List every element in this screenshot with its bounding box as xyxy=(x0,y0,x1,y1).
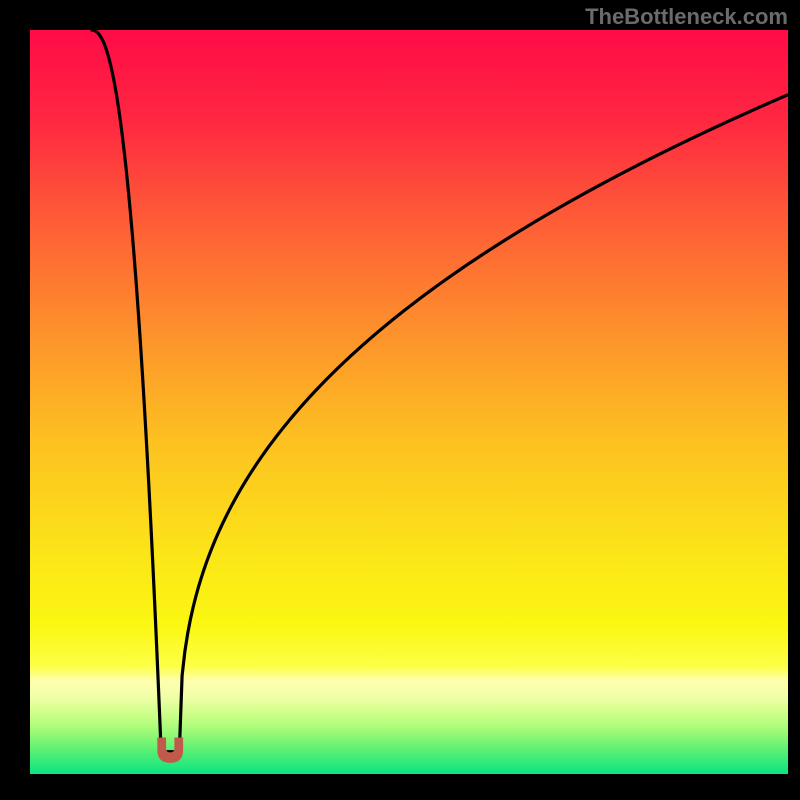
watermark-text: TheBottleneck.com xyxy=(585,4,788,30)
chart-svg xyxy=(30,30,788,774)
chart-container: TheBottleneck.com xyxy=(0,0,800,800)
plot-area xyxy=(30,30,788,774)
